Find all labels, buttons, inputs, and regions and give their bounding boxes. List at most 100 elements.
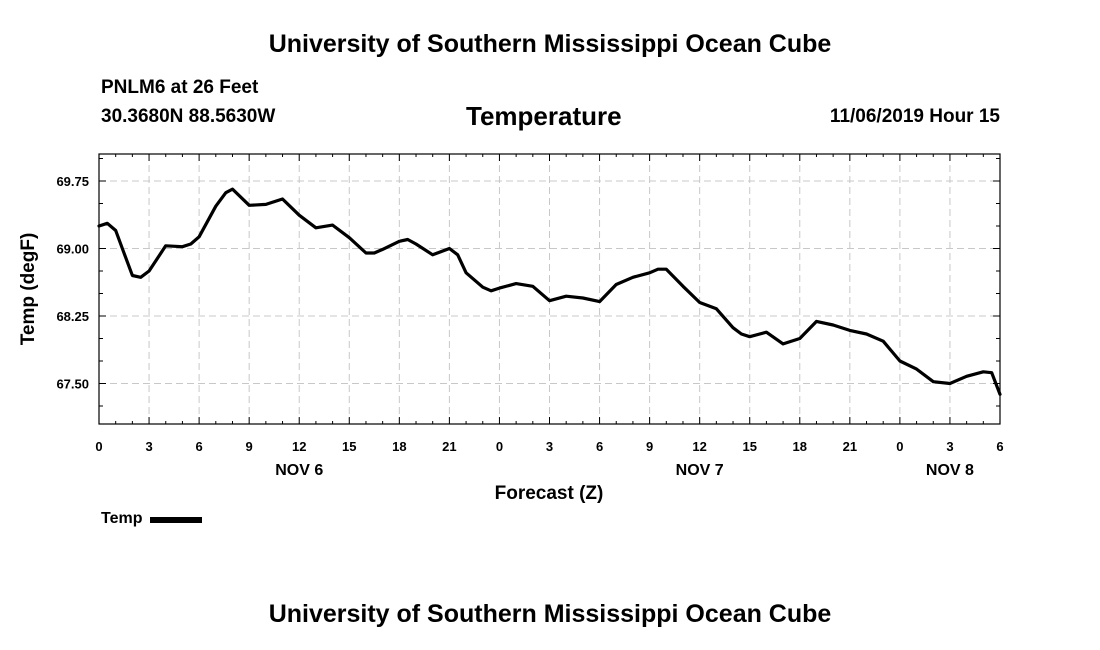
data-point (948, 382, 952, 385)
data-point (131, 274, 134, 277)
x-tick-label: 18 (793, 439, 807, 454)
data-point (281, 197, 284, 201)
data-point (181, 245, 184, 248)
x-tick-label: 18 (392, 439, 406, 454)
data-point (489, 289, 493, 292)
data-point (364, 251, 368, 255)
x-tick-label: 0 (896, 439, 903, 454)
data-point (581, 296, 585, 300)
legend: Temp (101, 510, 203, 528)
data-point (965, 375, 968, 378)
x-tick-label: 15 (742, 439, 756, 454)
x-tick-label: 3 (546, 439, 553, 454)
series-lines (97, 187, 1002, 396)
data-point (848, 329, 852, 332)
plot-frame (98, 153, 1001, 425)
data-point (314, 226, 318, 229)
data-point (681, 285, 685, 288)
x-tick-label: 6 (996, 439, 1003, 454)
data-point (498, 286, 501, 290)
data-point (740, 332, 743, 336)
data-point (481, 286, 484, 289)
data-point (106, 222, 109, 225)
legend-swatch (150, 517, 203, 523)
data-point (990, 371, 993, 374)
x-tick-label: 6 (195, 439, 202, 454)
y-tick-label: 69.00 (56, 242, 89, 257)
data-point (656, 268, 660, 271)
day-label: NOV 6 (275, 462, 323, 479)
data-point (164, 244, 167, 247)
data-point (865, 332, 868, 336)
data-point (398, 240, 401, 243)
x-tick-label: 9 (246, 439, 253, 454)
x-tick-label: 0 (496, 439, 503, 454)
data-point (631, 276, 635, 279)
data-point (414, 242, 418, 246)
data-point (898, 359, 902, 363)
data-point (915, 367, 918, 371)
data-point (564, 295, 568, 298)
x-tick-label: 12 (292, 439, 306, 454)
data-point (247, 204, 251, 207)
data-point (381, 248, 384, 251)
data-point (448, 247, 451, 250)
x-tick-label: 3 (946, 439, 953, 454)
station-coordinates: 30.3680N 88.5630W (101, 106, 276, 127)
data-point (698, 301, 701, 304)
data-point (431, 253, 434, 256)
data-point (189, 242, 192, 246)
data-point (514, 282, 518, 285)
data-point (765, 331, 768, 334)
data-point (224, 191, 228, 194)
data-point (139, 276, 142, 279)
data-point (882, 340, 885, 343)
data-point (264, 203, 268, 206)
x-tick-label: 21 (442, 439, 456, 454)
y-tick-label: 68.25 (56, 309, 89, 324)
data-point (214, 205, 217, 208)
data-point (982, 370, 985, 373)
data-point (373, 251, 376, 255)
y-axis-title: Temp (degF) (18, 233, 39, 346)
day-label: NOV 8 (926, 462, 974, 479)
station-label: PNLM6 at 26 Feet (101, 77, 259, 98)
data-point (648, 271, 651, 274)
data-point (598, 300, 601, 303)
x-tick-label: 15 (342, 439, 356, 454)
x-tick-label: 12 (692, 439, 706, 454)
data-point (531, 285, 535, 288)
data-point (406, 238, 409, 241)
data-point (831, 323, 835, 327)
x-tick-label: 9 (646, 439, 653, 454)
data-point (548, 299, 551, 302)
data-point (748, 335, 751, 338)
data-point (298, 214, 301, 217)
legend-label: Temp (101, 510, 143, 527)
data-point (114, 229, 117, 232)
data-point (781, 342, 785, 346)
x-axis-title: Forecast (Z) (495, 483, 604, 504)
x-tick-label: 3 (145, 439, 152, 454)
data-point (932, 380, 935, 383)
x-tick-label: 21 (843, 439, 857, 454)
data-point (122, 251, 126, 255)
data-point (456, 253, 459, 256)
data-point (715, 307, 718, 310)
y-tick-label: 67.50 (56, 377, 89, 392)
day-label: NOV 7 (676, 462, 724, 479)
data-point (731, 326, 735, 329)
top-title: University of Southern Mississippi Ocean… (268, 30, 832, 58)
data-point (815, 320, 818, 323)
data-point (231, 187, 234, 191)
data-point (615, 283, 618, 286)
axis-labels: 0 3 6 9 12 15 18 21 0 3 6 9 12 15 18 21 0 3 6 67.50 68.25 69.… (18, 174, 1004, 504)
bottom-title: University of Southern Mississippi Ocean… (268, 600, 832, 628)
data-point (147, 269, 151, 273)
forecast-datetime: 11/06/2019 Hour 15 (829, 106, 1000, 127)
data-point (197, 235, 201, 238)
x-tick-label: 0 (95, 439, 102, 454)
data-point (348, 236, 351, 239)
data-point (464, 271, 468, 274)
